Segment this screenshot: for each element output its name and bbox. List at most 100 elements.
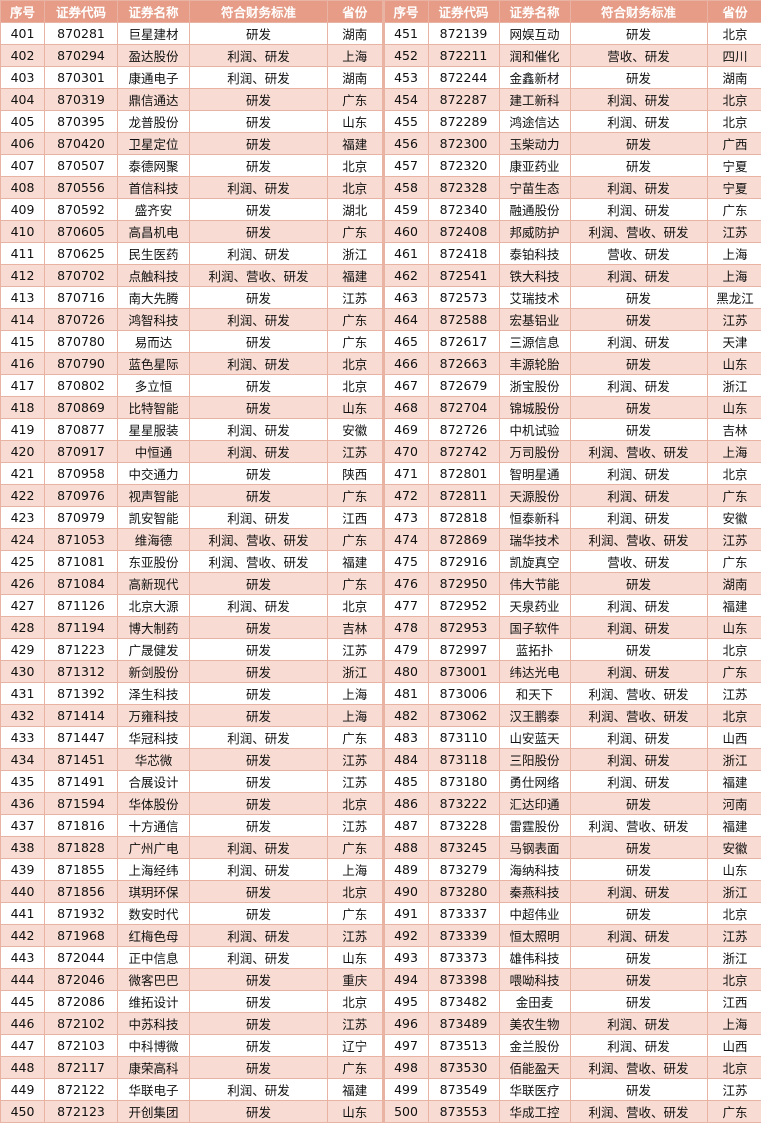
table-row: 464 872588 宏基铝业 研发 江苏: [383, 308, 761, 331]
cell-name: 北京大源: [117, 594, 190, 617]
cell-criteria: 研发: [569, 154, 708, 177]
cell-no: 493: [383, 946, 429, 969]
cell-criteria: 利润、研发: [189, 44, 328, 67]
cell-no: 489: [383, 858, 429, 881]
cell-no: 497: [383, 1034, 429, 1057]
cell-name: 国子软件: [498, 616, 571, 639]
cell-province: 江苏: [706, 528, 761, 551]
cell-criteria: 利润、营收、研发: [189, 528, 328, 551]
cell-no: 479: [383, 638, 429, 661]
table-row: 433 871447 华冠科技 利润、研发 广东: [0, 726, 383, 749]
cell-name: 美农生物: [498, 1012, 571, 1035]
cell-no: 401: [0, 22, 45, 45]
cell-province: 江苏: [706, 682, 761, 705]
cell-province: 安徽: [706, 506, 761, 529]
cell-name: 雷霆股份: [498, 814, 571, 837]
cell-name: 民生医药: [117, 242, 190, 265]
table-row: 489 873279 海纳科技 研发 山东: [383, 858, 761, 881]
table-row: 415 870780 易而达 研发 广东: [0, 330, 383, 353]
cell-criteria: 研发: [189, 88, 328, 111]
table-row: 453 872244 金鑫新材 研发 湖南: [383, 66, 761, 89]
cell-no: 487: [383, 814, 429, 837]
table-row: 468 872704 锦城股份 研发 山东: [383, 396, 761, 419]
cell-no: 413: [0, 286, 45, 309]
table-row: 416 870790 蓝色星际 利润、研发 北京: [0, 352, 383, 375]
cell-code: 871855: [44, 858, 118, 881]
cell-criteria: 研发: [569, 66, 708, 89]
cell-province: 陕西: [327, 462, 383, 485]
table-row: 442 871968 红梅色母 利润、研发 江苏: [0, 924, 383, 947]
header-no: 序号: [383, 0, 429, 23]
cell-name: 中科博微: [117, 1034, 190, 1057]
table-left: 序号 证券代码 证券名称 符合财务标准 省份 401 870281 巨星建材 研发 湖南…: [0, 0, 384, 1123]
table-row: 412 870702 点触科技 利润、营收、研发 福建: [0, 264, 383, 287]
cell-no: 484: [383, 748, 429, 771]
table-row: 402 870294 盈达股份 利润、研发 上海: [0, 44, 383, 67]
cell-code: 870979: [44, 506, 118, 529]
cell-province: 广东: [327, 836, 383, 859]
table-row: 463 872573 艾瑞技术 研发 黑龙江: [383, 286, 761, 309]
cell-no: 458: [383, 176, 429, 199]
cell-no: 477: [383, 594, 429, 617]
cell-criteria: 研发: [189, 1034, 328, 1057]
cell-name: 山安蓝天: [498, 726, 571, 749]
cell-criteria: 研发: [569, 132, 708, 155]
cell-province: 湖南: [706, 572, 761, 595]
cell-no: 492: [383, 924, 429, 947]
cell-name: 伟大节能: [498, 572, 571, 595]
cell-code: 873280: [427, 880, 500, 903]
cell-criteria: 研发: [189, 616, 328, 639]
cell-name: 雄伟科技: [498, 946, 571, 969]
cell-code: 871194: [44, 616, 118, 639]
cell-province: 黑龙江: [706, 286, 761, 309]
cell-no: 455: [383, 110, 429, 133]
table-row: 448 872117 康荣高科 研发 广东: [0, 1056, 383, 1079]
table-row: 474 872869 瑞华技术 利润、营收、研发 江苏: [383, 528, 761, 551]
cell-criteria: 研发: [189, 792, 328, 815]
cell-province: 北京: [327, 352, 383, 375]
cell-province: 江苏: [706, 1078, 761, 1101]
table-row: 409 870592 盛齐安 研发 湖北: [0, 198, 383, 221]
cell-province: 江苏: [327, 1012, 383, 1035]
cell-no: 500: [383, 1100, 429, 1123]
table-row: 491 873337 中超伟业 研发 北京: [383, 902, 761, 925]
table-row: 434 871451 华芯微 研发 江苏: [0, 748, 383, 771]
table-row: 456 872300 玉柴动力 研发 广西: [383, 132, 761, 155]
cell-code: 870726: [44, 308, 118, 331]
table-row: 444 872046 微客巴巴 研发 重庆: [0, 968, 383, 991]
cell-name: 蓝拓扑: [498, 638, 571, 661]
cell-name: 丰源轮胎: [498, 352, 571, 375]
cell-province: 浙江: [327, 242, 383, 265]
cell-name: 鸿智科技: [117, 308, 190, 331]
cell-code: 871491: [44, 770, 118, 793]
header-row: 序号 证券代码 证券名称 符合财务标准 省份: [0, 0, 383, 23]
cell-no: 429: [0, 638, 45, 661]
cell-code: 872289: [427, 110, 500, 133]
cell-name: 三源信息: [498, 330, 571, 353]
cell-no: 415: [0, 330, 45, 353]
cell-criteria: 研发: [189, 660, 328, 683]
cell-no: 469: [383, 418, 429, 441]
cell-province: 北京: [706, 704, 761, 727]
cell-code: 870802: [44, 374, 118, 397]
header-province: 省份: [327, 0, 383, 23]
cell-code: 872663: [427, 352, 500, 375]
cell-province: 广东: [327, 220, 383, 243]
cell-code: 872340: [427, 198, 500, 221]
table-row: 449 872122 华联电子 利润、研发 福建: [0, 1078, 383, 1101]
cell-criteria: 研发: [569, 352, 708, 375]
cell-code: 872211: [427, 44, 500, 67]
cell-criteria: 研发: [569, 946, 708, 969]
cell-province: 广东: [327, 484, 383, 507]
cell-no: 462: [383, 264, 429, 287]
cell-code: 870869: [44, 396, 118, 419]
cell-criteria: 利润、研发: [569, 264, 708, 287]
cell-no: 442: [0, 924, 45, 947]
cell-province: 四川: [706, 44, 761, 67]
table-row: 446 872102 中苏科技 研发 江苏: [0, 1012, 383, 1035]
cell-province: 广东: [706, 550, 761, 573]
cell-name: 万雍科技: [117, 704, 190, 727]
cell-name: 金兰股份: [498, 1034, 571, 1057]
cell-criteria: 研发: [189, 748, 328, 771]
cell-province: 江苏: [706, 220, 761, 243]
